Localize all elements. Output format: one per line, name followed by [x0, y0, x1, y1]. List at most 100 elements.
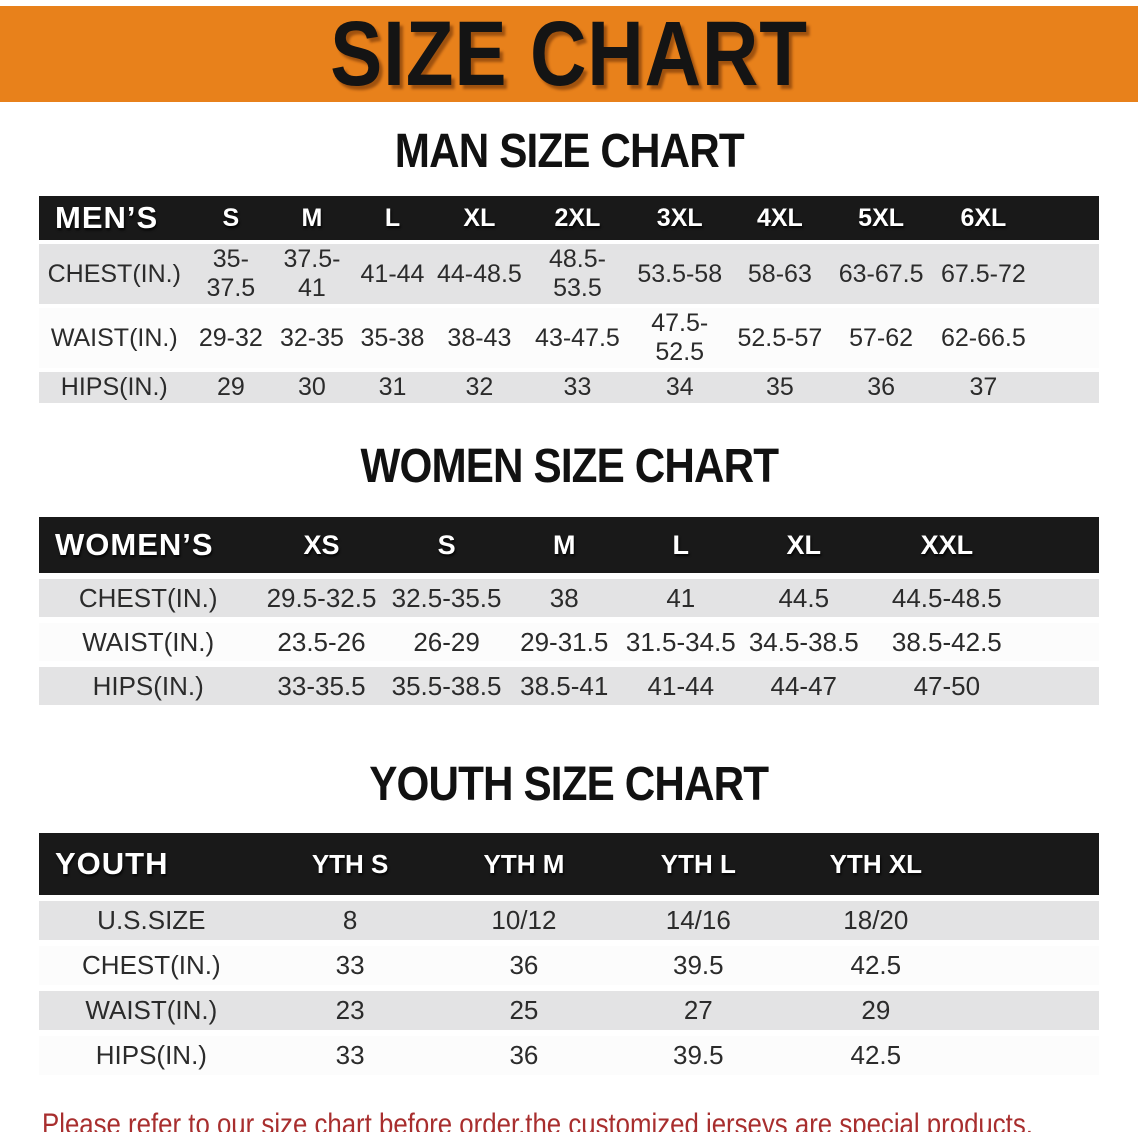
- men-table-body: CHEST(IN.) 35-37.5 37.5-41 41-44 44-48.5 48.5…: [39, 244, 1099, 403]
- value-cell: 63-67.5: [829, 244, 933, 304]
- column-header: XL: [740, 517, 867, 573]
- value-cell: 38: [507, 579, 621, 617]
- banner: SIZE CHART: [0, 6, 1138, 102]
- column-header: 2XL: [525, 196, 630, 240]
- value-cell: 39.5: [672, 1040, 724, 1070]
- table-row: CHEST(IN.) 29.5-32.5 32.5-35.5 38 41 44.5 44.5…: [39, 579, 1099, 617]
- column-header: M: [272, 196, 352, 240]
- value-cell: 67.5-72: [932, 244, 1035, 304]
- value-cell: 10/12: [436, 901, 612, 940]
- table-row: U.S.SIZE 8 10/12 14/16 18/20: [39, 901, 1099, 940]
- row-label: CHEST(IN.): [39, 244, 190, 304]
- value-cell: 18/20: [785, 901, 967, 940]
- table-corner-label: YOUTH: [39, 833, 264, 895]
- header-row: WOMEN’S XS S M L XL XXL: [39, 517, 1099, 573]
- women-table-header: WOMEN’S XS S M L XL XXL: [39, 517, 1099, 573]
- value-cell: 39.5: [672, 950, 724, 980]
- value-cell: 38.5-41: [507, 667, 621, 705]
- value-cell: 53.5-58: [629, 244, 731, 304]
- value-cell: 23: [263, 991, 437, 1030]
- row-label: WAIST(IN.): [82, 626, 215, 657]
- header-row: YOUTH YTH S YTH M YTH L YTH XL: [39, 833, 1099, 895]
- spacer-cell: [966, 991, 1099, 1030]
- disclaimer-line-1: Please refer to our size chart before or…: [42, 1108, 1033, 1132]
- column-header: S: [385, 517, 508, 573]
- value-cell: 38.5-42.5: [891, 626, 1002, 657]
- value-cell: 29.5-32.5: [257, 579, 386, 617]
- value-cell: 43-47.5: [535, 323, 620, 352]
- value-cell: 26-29: [413, 626, 480, 657]
- value-cell: 36: [509, 1040, 539, 1070]
- spacer-cell: [966, 1036, 1099, 1075]
- value-cell: 44-48.5: [433, 244, 526, 304]
- value-cell: 29: [785, 991, 967, 1030]
- column-header: 5XL: [829, 196, 933, 240]
- spacer-cell: [1034, 372, 1099, 403]
- table-row: HIPS(IN.) 33-35.5 35.5-38.5 38.5-41 41-44 44-…: [39, 667, 1099, 705]
- table-corner-label: MEN’S: [39, 196, 190, 240]
- table-row: HIPS(IN.) 33 36 39.5 42.5: [39, 1036, 1099, 1075]
- column-header: XXL: [866, 517, 1027, 573]
- men-size-table: MEN’S S M L XL 2XL 3XL 4XL 5XL 6XL CHEST(IN.) 35-3…: [39, 192, 1099, 407]
- value-cell: 57-62: [849, 323, 914, 352]
- spacer-cell: [1034, 244, 1099, 304]
- value-cell: 44.5-48.5: [866, 579, 1027, 617]
- value-cell: 29-31.5: [520, 626, 609, 657]
- value-cell: 47.5-52.5: [651, 309, 709, 366]
- table-row: WAIST(IN.) 23 25 27 29: [39, 991, 1099, 1030]
- men-table-header: MEN’S S M L XL 2XL 3XL 4XL 5XL 6XL: [39, 196, 1099, 240]
- column-header: L: [351, 196, 434, 240]
- value-cell: 33: [335, 950, 365, 980]
- value-cell: 35.5-38.5: [385, 667, 508, 705]
- table-row: CHEST(IN.) 33 36 39.5 42.5: [39, 946, 1099, 985]
- table-row: WAIST(IN.) 23.5-26 26-29 29-31.5 31.5-34.5 34…: [39, 623, 1099, 661]
- value-cell: 44.5: [740, 579, 867, 617]
- value-cell: 23.5-26: [277, 626, 366, 657]
- value-cell: 29: [189, 372, 273, 403]
- men-chart-heading: MAN SIZE CHART: [0, 126, 1138, 178]
- spacer-cell: [966, 946, 1099, 985]
- row-label: CHEST(IN.): [39, 579, 258, 617]
- youth-table-header: YOUTH YTH S YTH M YTH L YTH XL: [39, 833, 1099, 895]
- column-header: YTH M: [436, 833, 612, 895]
- table-corner-label: WOMEN’S: [39, 517, 258, 573]
- value-cell: 58-63: [730, 244, 830, 304]
- value-cell: 42.5: [850, 950, 902, 980]
- youth-chart-heading: YOUTH SIZE CHART: [0, 759, 1138, 811]
- header-spacer-cell: [1026, 517, 1099, 573]
- women-size-table: WOMEN’S XS S M L XL XXL CHEST(IN.) 29.5-32.5 32.…: [39, 511, 1099, 711]
- banner-title: SIZE CHART: [330, 3, 808, 105]
- value-cell: 41-44: [351, 244, 434, 304]
- header-spacer-cell: [1034, 196, 1099, 240]
- row-label: HIPS(IN.): [95, 1040, 207, 1070]
- value-cell: 33: [335, 1040, 365, 1070]
- spacer-cell: [1034, 308, 1099, 368]
- value-cell: 32: [433, 372, 526, 403]
- column-header: L: [620, 517, 741, 573]
- value-cell: 36: [509, 950, 539, 980]
- value-cell: 36: [829, 372, 933, 403]
- value-cell: 62-66.5: [940, 323, 1026, 352]
- value-cell: 37.5-41: [272, 244, 352, 304]
- value-cell: 32-35: [279, 323, 344, 352]
- spacer-cell: [966, 901, 1099, 940]
- spacer-cell: [1026, 579, 1099, 617]
- value-cell: 35-38: [360, 323, 425, 352]
- spacer-cell: [1027, 623, 1099, 661]
- value-cell: 33-35.5: [257, 667, 386, 705]
- table-row: CHEST(IN.) 35-37.5 37.5-41 41-44 44-48.5 48.5…: [39, 244, 1099, 304]
- table-row: HIPS(IN.) 29 30 31 32 33 34 35 36 37: [39, 372, 1099, 403]
- youth-table-body: U.S.SIZE 8 10/12 14/16 18/20 CHEST(IN.) 33 36 39…: [39, 901, 1099, 1075]
- women-chart-heading: WOMEN SIZE CHART: [0, 441, 1138, 493]
- men-chart-heading-text: MAN SIZE CHART: [394, 125, 744, 178]
- value-cell: 42.5: [850, 1040, 902, 1070]
- value-cell: 38-43: [447, 323, 512, 352]
- women-table-body: CHEST(IN.) 29.5-32.5 32.5-35.5 38 41 44.5 44.5…: [39, 579, 1099, 705]
- value-cell: 34: [629, 372, 731, 403]
- row-label: U.S.SIZE: [39, 901, 264, 940]
- value-cell: 48.5-53.5: [525, 244, 630, 304]
- column-header: YTH L: [611, 833, 786, 895]
- column-header: YTH S: [263, 833, 437, 895]
- value-cell: 30: [272, 372, 352, 403]
